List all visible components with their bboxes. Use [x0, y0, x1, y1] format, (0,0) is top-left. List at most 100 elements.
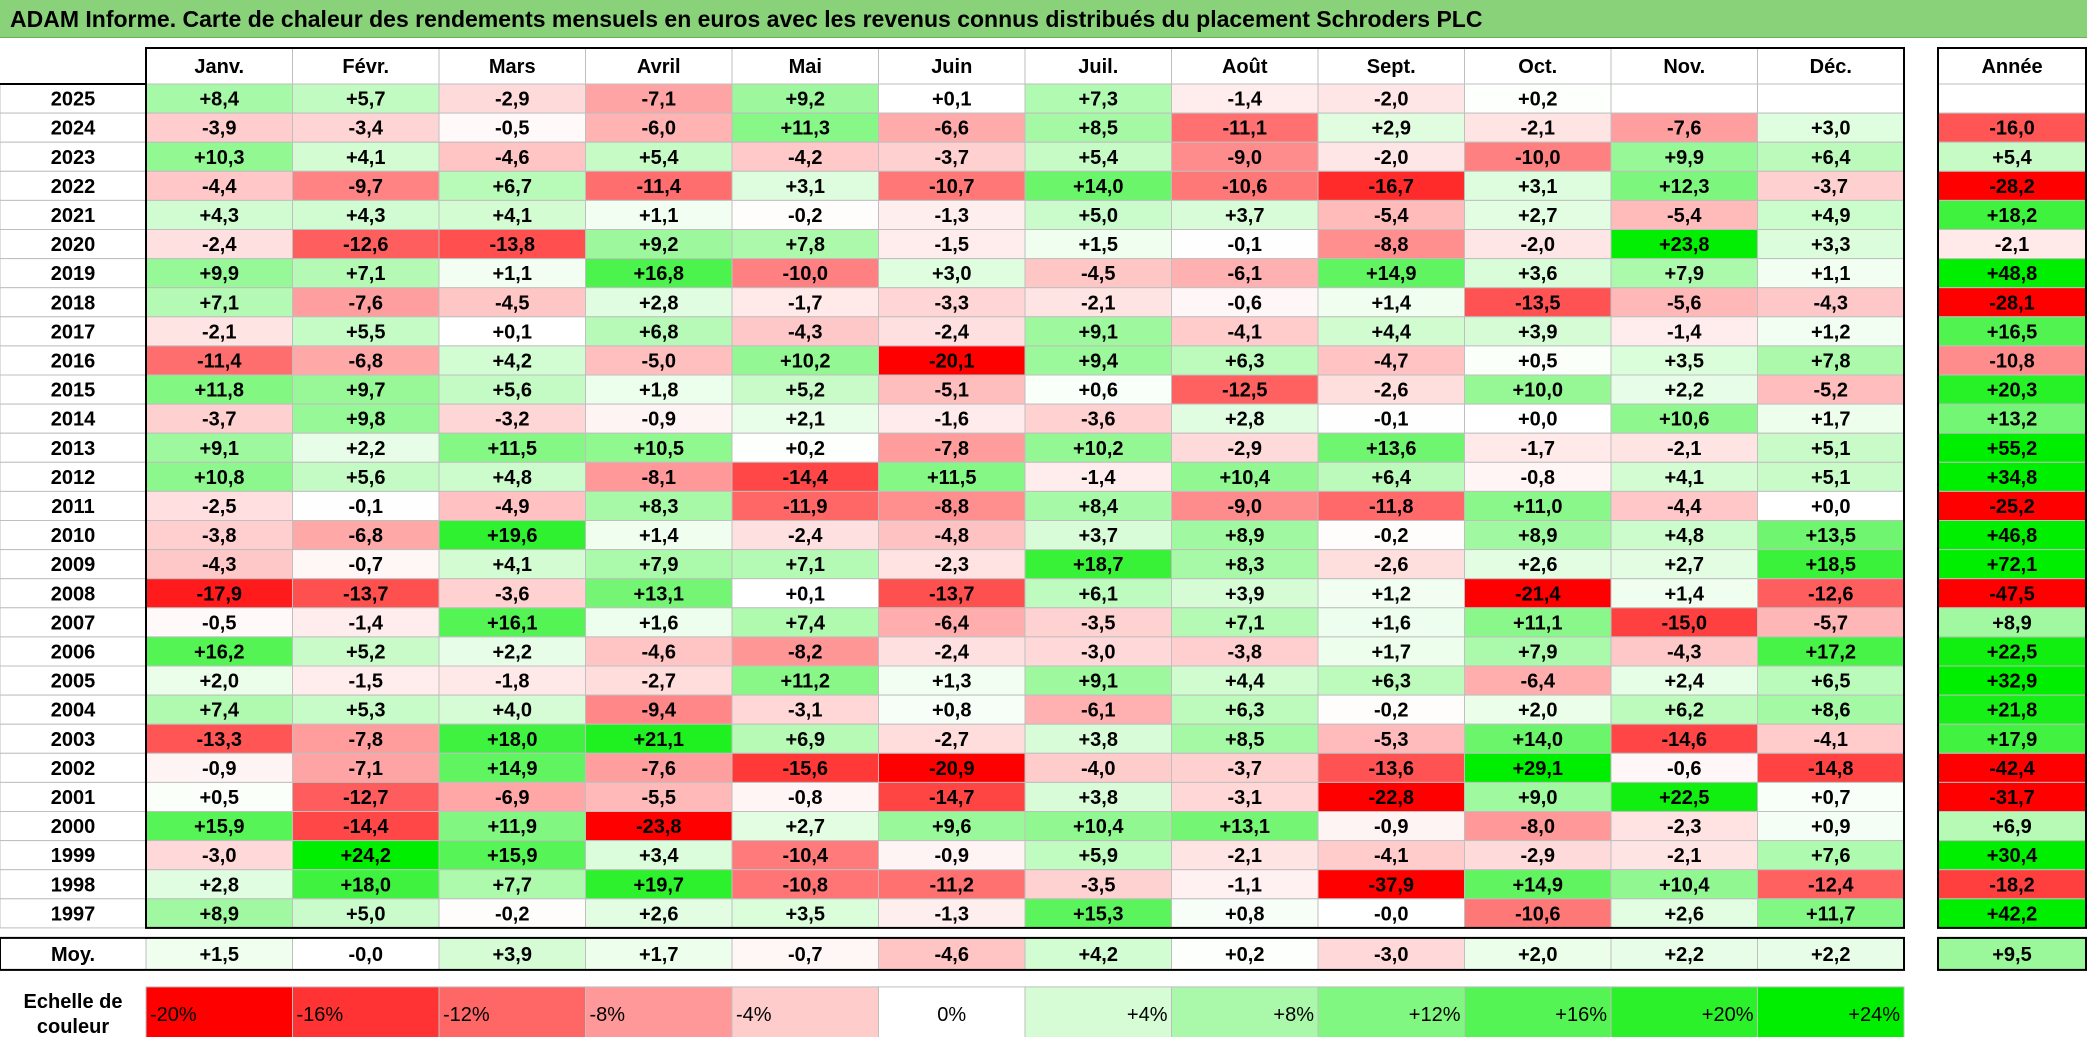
heatmap-cell: -1,8 — [495, 671, 529, 693]
month-header: Juin — [931, 56, 972, 78]
heatmap-cell: +5,0 — [1079, 205, 1118, 227]
row-year-label: 2002 — [51, 758, 96, 780]
heatmap-cell: -4,0 — [1081, 758, 1115, 780]
heatmap-cell-bg — [145, 199, 293, 230]
heatmap-cell-bg — [585, 781, 733, 813]
heatmap-cell: -10,6 — [1515, 903, 1561, 925]
row-year-label-bg — [0, 316, 147, 347]
heatmap-cell: -7,1 — [349, 758, 383, 780]
heatmap-cell-bg — [1464, 578, 1612, 609]
heatmap-cell-bg — [1024, 811, 1172, 842]
year-total-cell: +6,9 — [1992, 816, 2031, 838]
heatmap-cell: +5,1 — [1811, 467, 1850, 489]
heatmap-cell: -14,6 — [1661, 729, 1707, 751]
heatmap-cell: -37,9 — [1368, 874, 1414, 896]
month-header-bg — [731, 47, 879, 85]
year-total-cell: -28,1 — [1989, 292, 2035, 314]
heatmap-cell: +9,7 — [346, 380, 385, 402]
average-cell: +1,5 — [200, 944, 239, 966]
heatmap-cell: -6,0 — [642, 118, 676, 140]
year-total-cell: +48,8 — [1987, 263, 2038, 285]
row-year-label: 2020 — [51, 234, 96, 256]
heatmap-cell: +2,4 — [1665, 671, 1705, 693]
heatmap-cell: +10,0 — [1512, 380, 1563, 402]
heatmap-cell: +3,7 — [1079, 525, 1118, 547]
heatmap-cell: +6,3 — [1225, 700, 1264, 722]
heatmap-cell: +3,1 — [786, 176, 825, 198]
month-header: Déc. — [1810, 56, 1852, 78]
scale-swatch-bg — [438, 986, 586, 1037]
heatmap-cell-bg — [438, 432, 586, 463]
heatmap-cell: +9,1 — [1079, 321, 1118, 343]
heatmap-cell-bg — [585, 869, 733, 900]
heatmap-cell: -0,5 — [495, 118, 529, 140]
heatmap-cell-bg — [878, 694, 1026, 725]
heatmap-cell: +1,1 — [1811, 263, 1850, 285]
heatmap-cell-bg — [878, 811, 1026, 842]
heatmap-cell-bg — [731, 112, 879, 143]
heatmap-cell: +6,7 — [493, 176, 532, 198]
month-header: Janv. — [194, 56, 244, 78]
heatmap-cell: -4,5 — [1081, 263, 1115, 285]
heatmap-cell: +2,2 — [346, 438, 385, 460]
heatmap-cell: +14,0 — [1512, 729, 1563, 751]
heatmap-cell-bg — [585, 811, 733, 842]
heatmap-cell: -23,8 — [636, 816, 682, 838]
row-year-label: 2007 — [51, 612, 96, 634]
heatmap-cell: +9,6 — [932, 816, 971, 838]
year-total-cell: +55,2 — [1987, 438, 2038, 460]
heatmap-cell: +2,6 — [639, 903, 678, 925]
year-total-cell: +32,9 — [1987, 671, 2038, 693]
heatmap-cell: -6,9 — [495, 787, 529, 809]
heatmap-cell-bg — [1024, 636, 1172, 667]
heatmap-cell-bg — [1317, 694, 1465, 725]
heatmap-cell: -2,1 — [1228, 845, 1262, 867]
year-total-cell-bg — [1937, 141, 2087, 172]
heatmap-cell: -11,9 — [783, 496, 827, 518]
heatmap-cell-bg — [292, 898, 440, 929]
year-total-cell: +20,3 — [1987, 380, 2038, 402]
heatmap-cell: +7,1 — [200, 292, 239, 314]
heatmap-cell-bg — [1171, 199, 1319, 230]
row-year-label: 2011 — [51, 496, 94, 518]
heatmap-cell: -2,9 — [495, 89, 529, 111]
heatmap-cell: +9,0 — [1518, 787, 1557, 809]
heatmap-cell: +6,4 — [1811, 147, 1851, 169]
heatmap-cell-bg — [878, 432, 1026, 463]
heatmap-cell-bg — [145, 432, 293, 463]
heatmap-cell: +11,5 — [927, 467, 977, 489]
heatmap-cell: +2,8 — [639, 292, 678, 314]
heatmap-cell: +1,4 — [1372, 292, 1412, 314]
heatmap-cell: -2,3 — [935, 554, 969, 576]
year-total-cell-bg — [1937, 665, 2087, 696]
heatmap-cell: -3,8 — [202, 525, 236, 547]
heatmap-cell: +6,3 — [1225, 350, 1264, 372]
heatmap-cell-bg — [438, 840, 586, 871]
heatmap-cell-bg — [1317, 432, 1465, 463]
row-year-label: 2013 — [51, 438, 96, 460]
heatmap-cell: -13,5 — [1515, 292, 1561, 314]
heatmap-cell: +3,1 — [1518, 176, 1557, 198]
heatmap-cell-bg — [585, 258, 733, 289]
heatmap-cell: +9,9 — [1665, 147, 1704, 169]
month-header-bg — [438, 47, 586, 85]
heatmap-cell-bg — [1171, 316, 1319, 347]
heatmap-cell: -4,7 — [1374, 350, 1408, 372]
heatmap-cell: +4,1 — [493, 205, 532, 227]
heatmap-cell-bg — [438, 199, 586, 230]
row-year-label: 2001 — [51, 787, 96, 809]
row-year-label: 2023 — [51, 147, 96, 169]
heatmap-cell-bg — [585, 840, 733, 871]
heatmap-cell: -9,4 — [642, 700, 677, 722]
year-total-cell-bg — [1937, 229, 2087, 260]
heatmap-cell: -0,6 — [1228, 292, 1262, 314]
row-year-label: 2015 — [51, 380, 96, 402]
heatmap-cell: -6,4 — [1521, 671, 1556, 693]
heatmap-cell-bg — [1317, 258, 1465, 289]
heatmap-cell: -14,4 — [782, 467, 828, 489]
heatmap-cell-bg — [731, 898, 879, 929]
heatmap-cell-bg — [1317, 781, 1465, 813]
heatmap-cell: +1,6 — [639, 612, 678, 634]
heatmap-cell-bg — [878, 229, 1026, 260]
heatmap-cell-bg — [585, 316, 733, 347]
